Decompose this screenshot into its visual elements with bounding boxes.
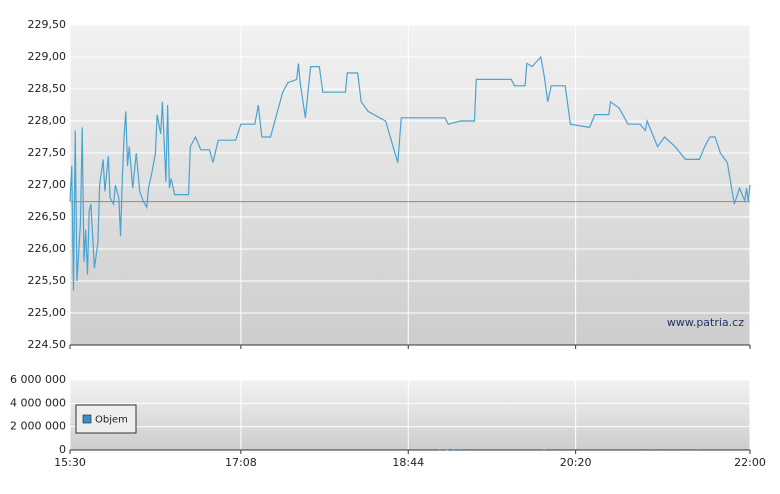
volume-bar [438,449,441,451]
y-tick-label: 0 [59,443,66,456]
legend-label: Objem [95,415,128,426]
y-tick-label: 227,50 [28,146,67,159]
y-tick-label: 228,50 [28,82,67,95]
y-tick-label: 225,00 [28,306,67,319]
y-tick-label: 226,00 [28,242,67,255]
volume-bar [452,449,455,451]
volume-bar [651,449,654,451]
volume-bar [696,449,699,451]
y-tick-label: 225,50 [28,274,67,287]
legend-box [75,404,137,434]
plot-area [70,380,750,450]
volume-bar [543,449,546,451]
y-tick-label: 6 000 000 [10,373,66,386]
y-tick-label: 4 000 000 [10,396,66,409]
price-line [69,55,751,291]
volume-bar [459,449,462,451]
y-tick-label: 229,00 [28,50,67,63]
x-tick-label: 22:00 [734,456,766,469]
x-tick-label: 15:30 [54,456,86,469]
y-tick-label: 224.50 [28,338,67,351]
volume-bar [445,449,448,451]
legend-swatch [82,414,92,424]
y-tick-label: 2 000 000 [10,420,66,433]
y-tick-label: 226,50 [28,210,67,223]
watermark: www.patria.cz [667,316,744,329]
y-tick-label: 229,50 [28,18,67,31]
x-tick-label: 18:44 [392,456,424,469]
legend: Objem [75,404,137,434]
y-tick-label: 228,00 [28,114,67,127]
x-tick-label: 20:20 [560,456,592,469]
x-tick-label: 17:08 [225,456,257,469]
y-tick-label: 227,00 [28,178,67,191]
